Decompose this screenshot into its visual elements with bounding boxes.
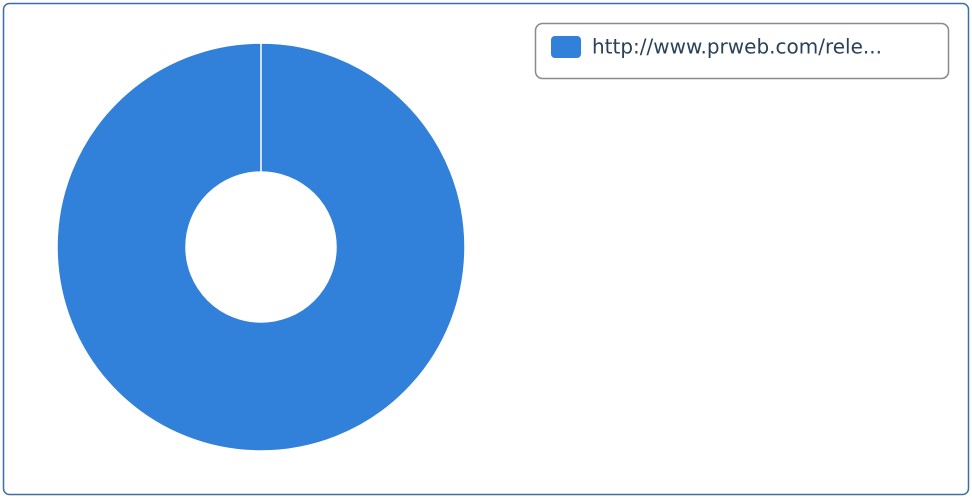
donut-slice — [56, 42, 466, 452]
legend-label: http://www.prweb.com/rele... — [592, 35, 882, 59]
legend-box — [534, 22, 950, 80]
legend-swatch — [551, 36, 581, 58]
